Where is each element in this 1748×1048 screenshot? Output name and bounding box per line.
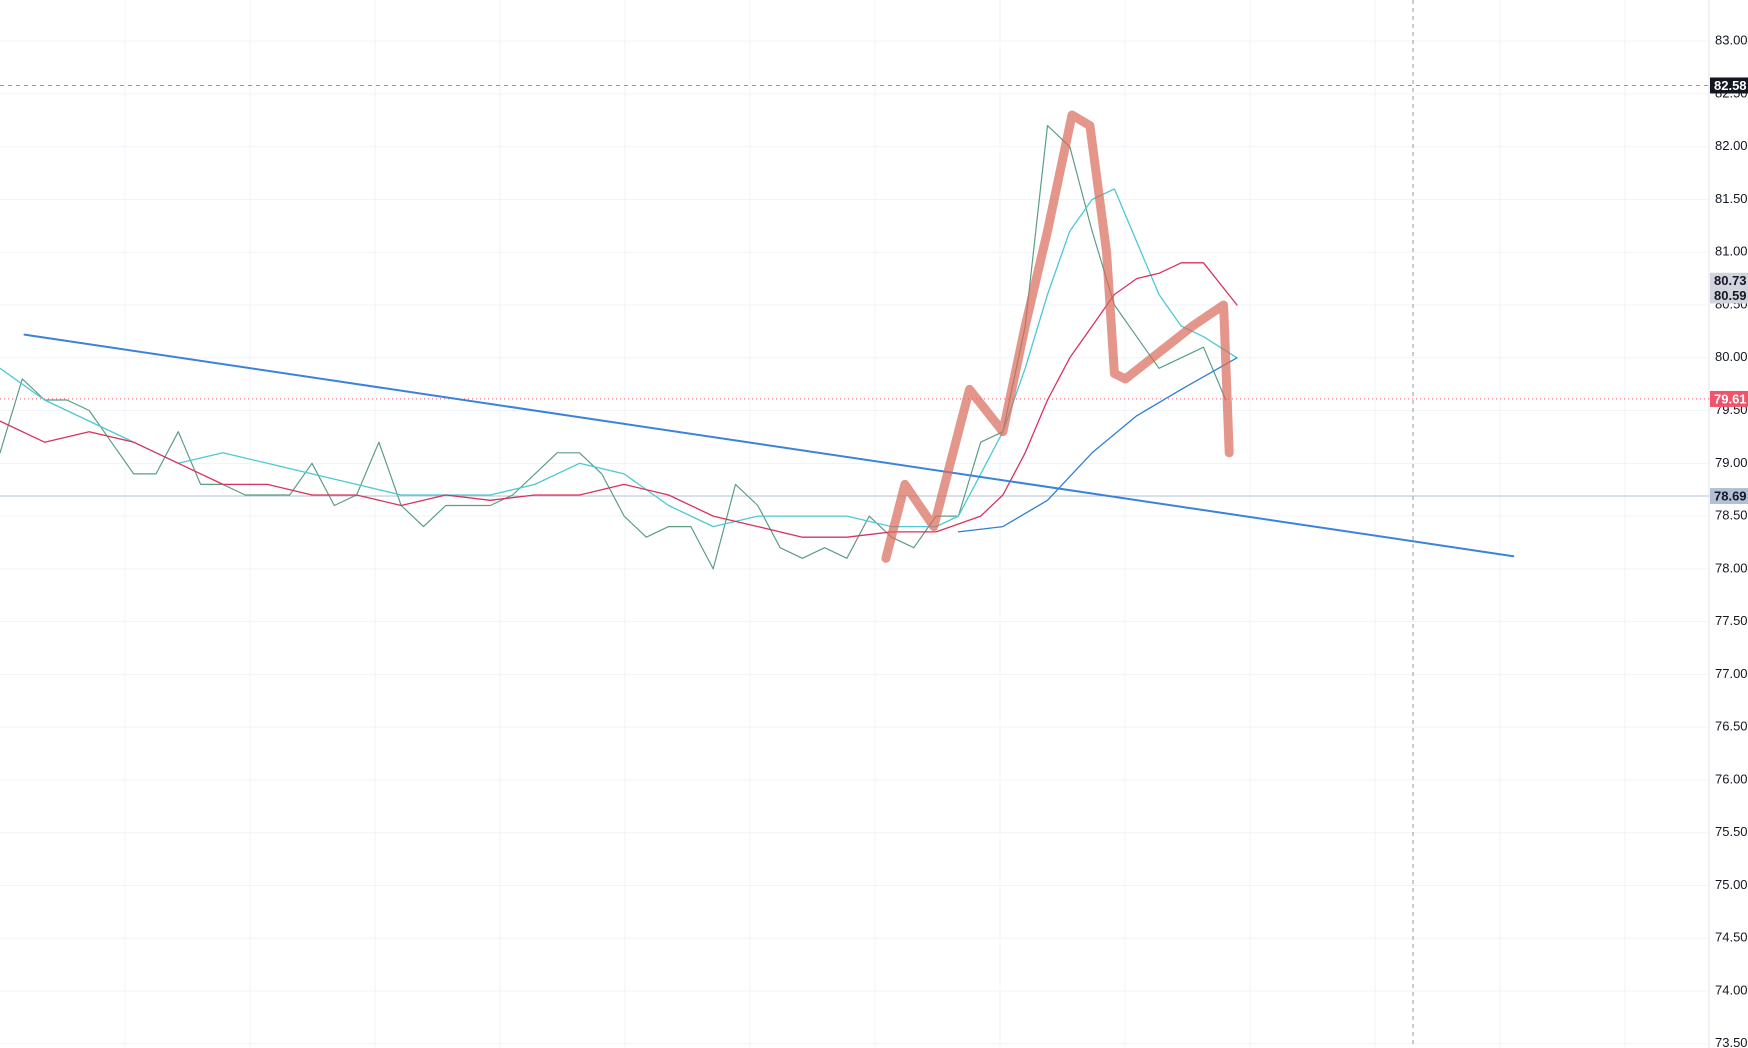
series-line <box>957 357 1238 533</box>
y-tick-label: 82.00 <box>1715 138 1748 153</box>
y-tick-label: 77.50 <box>1715 613 1748 628</box>
y-tick-label: 76.00 <box>1715 771 1748 786</box>
price-label: 78.69 <box>1714 488 1747 503</box>
y-tick-label: 75.00 <box>1715 877 1748 892</box>
series-line <box>0 124 1227 570</box>
y-tick-label: 83.00 <box>1715 33 1748 48</box>
y-tick-label: 79.00 <box>1715 455 1748 470</box>
y-tick-label: 74.50 <box>1715 930 1748 945</box>
series-line <box>881 110 1234 563</box>
y-tick-label: 78.50 <box>1715 508 1748 523</box>
price-label: 80.59 <box>1714 288 1747 303</box>
series-line <box>0 262 1238 538</box>
series-line <box>23 333 1515 558</box>
y-tick-label: 75.50 <box>1715 824 1748 839</box>
y-tick-label: 81.50 <box>1715 191 1748 206</box>
price-label-bg <box>1710 77 1748 94</box>
y-tick-label: 73.50 <box>1715 1035 1748 1048</box>
price-label-bg <box>1710 488 1748 505</box>
price-label-bg <box>1710 287 1748 304</box>
y-tick-label: 81.00 <box>1715 244 1748 259</box>
y-tick-label: 77.00 <box>1715 666 1748 681</box>
price-label-bg <box>1710 272 1748 289</box>
price-label-bg <box>1710 390 1748 407</box>
y-tick-label: 78.00 <box>1715 560 1748 575</box>
price-label: 80.73 <box>1714 273 1747 288</box>
y-tick-label: 80.00 <box>1715 349 1748 364</box>
y-tick-label: 76.50 <box>1715 719 1748 734</box>
y-tick-label: 74.00 <box>1715 982 1748 997</box>
price-label: 79.61 <box>1714 391 1747 406</box>
price-label: 82.58 <box>1714 78 1747 93</box>
